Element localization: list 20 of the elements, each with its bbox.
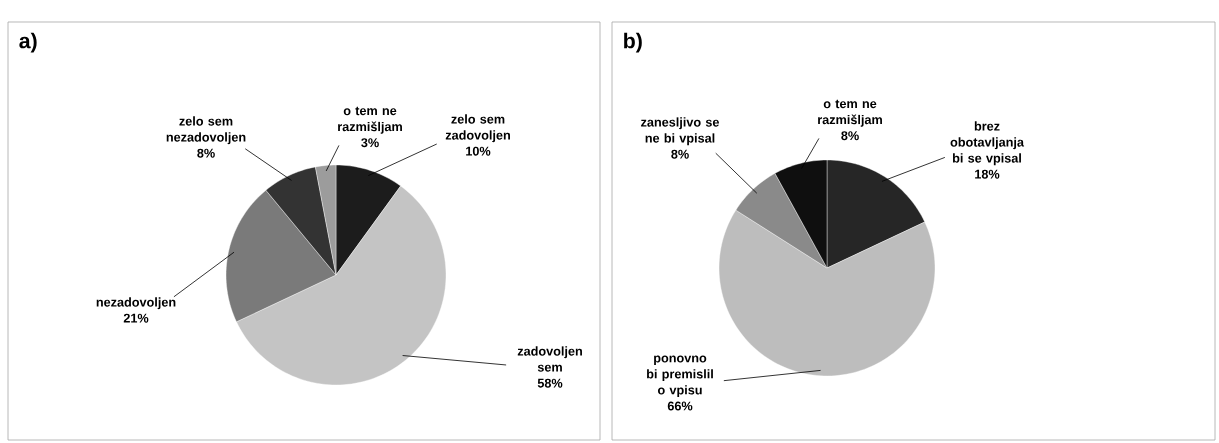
- slice-label: zelo sem nezadovoljen: [166, 116, 246, 145]
- data-label: 10%: [466, 146, 491, 156]
- slice-label: ponovno bi premislil o vpisu: [647, 355, 713, 397]
- slice-label: zadovoljen sem: [517, 346, 582, 372]
- chart-title: b): [624, 32, 642, 53]
- chart-title: a): [19, 32, 37, 53]
- data-label: 21%: [123, 313, 149, 323]
- data-label: 58%: [537, 378, 563, 388]
- data-label: 3%: [361, 138, 379, 148]
- slice-label: nezadovoljen: [96, 297, 176, 310]
- slice-label: zelo sem zadovoljen: [445, 114, 510, 143]
- slice-label: o tem ne razmišljam: [338, 106, 402, 134]
- slice-label: o tem ne razmišljam: [818, 99, 882, 127]
- slice-label: brez obotavljanja bi se vpisal: [950, 121, 1025, 166]
- data-label: 8%: [841, 131, 859, 141]
- data-label: 8%: [671, 149, 689, 159]
- slice-label: zanesljivo se ne bi vpisal: [641, 117, 719, 146]
- data-label: 18%: [975, 169, 1000, 179]
- data-label: 8%: [197, 148, 215, 158]
- data-label: 66%: [667, 401, 693, 411]
